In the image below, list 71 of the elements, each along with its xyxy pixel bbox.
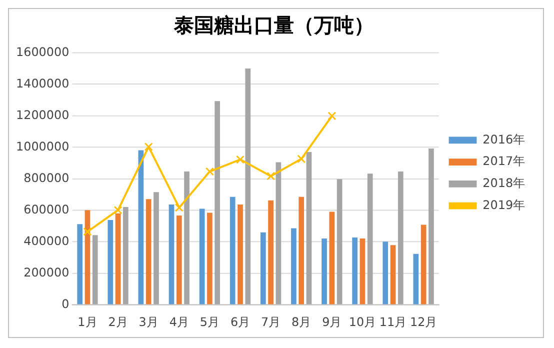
bar (84, 210, 90, 304)
x-tick-label: 8月 (292, 315, 312, 329)
bar (398, 172, 404, 304)
x-tick-label: 11月 (379, 315, 407, 329)
bar (276, 162, 282, 304)
bar (413, 254, 419, 304)
bar (360, 238, 366, 304)
x-tick-label: 4月 (169, 315, 189, 329)
bar (168, 204, 174, 304)
bar (176, 215, 182, 304)
legend-label: 2016年 (482, 132, 526, 146)
legend-label: 2017年 (482, 154, 526, 168)
point (297, 154, 306, 164)
point (174, 203, 184, 212)
bar (146, 199, 152, 304)
bar (115, 213, 121, 304)
bar (298, 196, 304, 304)
bar (154, 192, 159, 304)
point (236, 155, 245, 164)
bar (260, 232, 266, 304)
point (266, 172, 276, 180)
y-tick-label: 800000 (24, 170, 70, 185)
x-tick-label: 2月 (108, 315, 128, 329)
x-tick-label: 3月 (138, 315, 158, 329)
bar (306, 152, 312, 304)
legend-label: 2019年 (482, 198, 526, 212)
bar (138, 150, 144, 304)
bar (238, 204, 243, 304)
bar (268, 200, 274, 304)
x-tick-label: 7月 (260, 315, 281, 329)
point (328, 112, 336, 120)
x-tick-label: 12月 (410, 315, 438, 329)
bar (428, 148, 434, 304)
x-tick-label: 1月 (78, 315, 98, 329)
bar (245, 68, 251, 304)
bar (230, 196, 236, 304)
y-tick-label: 1000000 (16, 139, 70, 154)
bar (184, 172, 190, 304)
bar (199, 208, 205, 304)
y-tick-label: 1200000 (16, 108, 70, 122)
point (114, 206, 122, 214)
point (83, 227, 92, 236)
y-tick-label: 200000 (24, 265, 70, 280)
legend-label: 2018年 (482, 176, 526, 190)
x-tick-label: 5月 (200, 315, 220, 329)
x-tick-label: 9月 (322, 315, 342, 329)
y-tick-label: 0 (62, 296, 70, 311)
bar (382, 242, 388, 304)
bar (329, 212, 335, 304)
bar (420, 224, 426, 304)
bar (390, 245, 396, 304)
x-tick-label: 6月 (230, 315, 250, 329)
y-tick-label: 600000 (24, 202, 70, 216)
y-tick-label: 1400000 (16, 76, 70, 90)
bar (108, 220, 114, 304)
bar (123, 206, 128, 304)
bar (207, 212, 212, 304)
bar (352, 238, 358, 304)
bar (291, 228, 296, 304)
x-tick-label: 10月 (348, 315, 376, 329)
bar (92, 235, 98, 304)
point (144, 142, 153, 152)
chart-title: 泰国糖出口量（万吨） (172, 14, 374, 38)
bar (322, 238, 327, 304)
bar (367, 174, 373, 304)
bar (214, 101, 220, 304)
y-tick-label: 1600000 (16, 44, 70, 59)
bar (336, 179, 342, 304)
y-tick-label: 400000 (24, 234, 70, 248)
point (205, 167, 214, 176)
bar (77, 224, 83, 304)
